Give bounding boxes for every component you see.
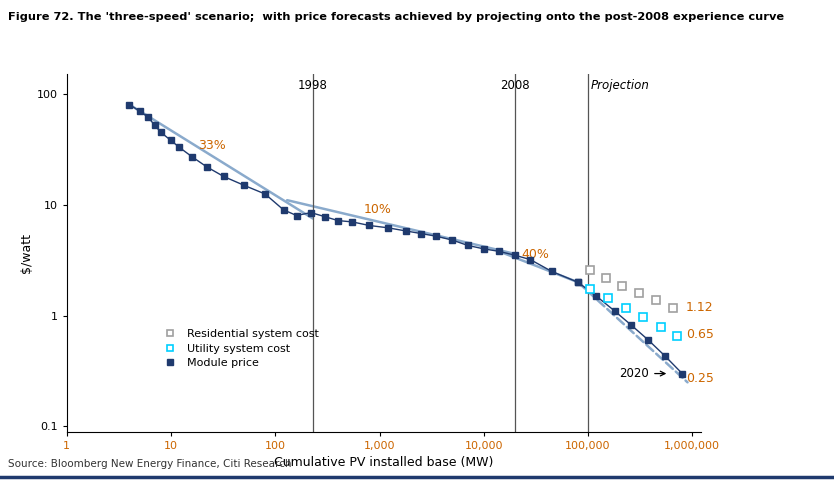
Text: 0.25: 0.25 — [686, 372, 714, 385]
X-axis label: Cumulative PV installed base (MW): Cumulative PV installed base (MW) — [274, 456, 494, 469]
Text: 2020: 2020 — [620, 367, 665, 380]
Text: 40%: 40% — [521, 248, 550, 261]
Text: 1.12: 1.12 — [686, 301, 714, 314]
Text: 2008: 2008 — [500, 78, 530, 92]
Text: Projection: Projection — [590, 78, 649, 92]
Text: 10%: 10% — [364, 202, 391, 216]
Text: 33%: 33% — [198, 139, 225, 152]
Text: 1998: 1998 — [298, 78, 328, 92]
Text: Source: Bloomberg New Energy Finance, Citi Research: Source: Bloomberg New Energy Finance, Ci… — [8, 459, 292, 469]
Y-axis label: $/watt: $/watt — [19, 233, 33, 273]
Text: Figure 72. The 'three-speed' scenario;  with price forecasts achieved by project: Figure 72. The 'three-speed' scenario; w… — [8, 12, 785, 22]
Legend: Residential system cost, Utility system cost, Module price: Residential system cost, Utility system … — [154, 324, 324, 372]
Text: 0.65: 0.65 — [686, 328, 714, 341]
